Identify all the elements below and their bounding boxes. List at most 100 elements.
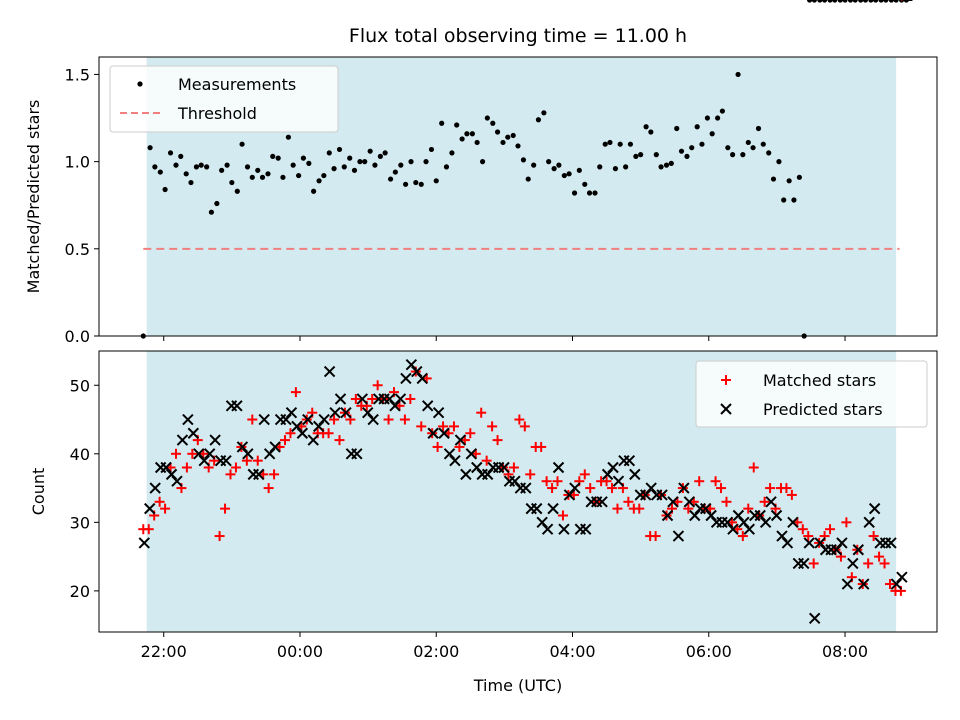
measurement-point xyxy=(255,167,261,173)
bottom-y-tick-label: 20 xyxy=(70,582,90,601)
measurement-point xyxy=(541,110,547,116)
measurement-point xyxy=(837,0,843,3)
top-legend: Measurements Threshold xyxy=(109,65,339,133)
measurement-point xyxy=(285,134,292,140)
measurement-point xyxy=(551,166,557,172)
measurement-point xyxy=(750,145,756,151)
predicted-star-point xyxy=(323,365,336,378)
matched-star-point xyxy=(808,558,819,569)
predicted-star-point xyxy=(187,427,200,439)
top-marks xyxy=(140,0,909,339)
measurement-point xyxy=(699,141,705,147)
top-y-axis-label: Matched/Predicted stars xyxy=(24,100,43,294)
measurement-point xyxy=(439,120,445,126)
bottom-y-ticks: 20 30 40 50 xyxy=(70,376,99,601)
matched-star-point xyxy=(525,469,536,480)
predicted-star-point xyxy=(356,393,369,405)
measurement-point xyxy=(638,152,644,158)
measurement-point xyxy=(730,152,736,158)
measurement-point xyxy=(781,197,787,203)
measurement-point xyxy=(224,162,230,168)
measurement-point xyxy=(418,181,424,187)
measurement-point xyxy=(571,190,578,196)
measurement-point xyxy=(490,120,496,126)
top-axes-frame xyxy=(98,56,938,337)
predicted-star-point xyxy=(285,406,298,419)
predicted-star-point xyxy=(770,509,783,522)
bottom-x-ticks: 22:00 00:00 02:00 04:00 06:00 08:00 xyxy=(141,632,868,661)
predicted-star-point xyxy=(852,544,864,556)
matched-star-point xyxy=(454,441,465,452)
predicted-star-point xyxy=(759,516,772,529)
measurement-point xyxy=(259,174,266,180)
legend-threshold-label: Threshold xyxy=(177,104,257,123)
matched-star-point xyxy=(841,517,852,528)
measurement-point xyxy=(157,169,163,175)
measurement-point xyxy=(387,176,394,182)
measurement-point xyxy=(617,141,623,147)
matched-star-point xyxy=(710,476,721,487)
measurement-point xyxy=(806,0,813,3)
measurement-point xyxy=(633,153,639,159)
matched-star-point xyxy=(879,558,890,569)
measurement-point xyxy=(811,0,817,3)
matched-star-point xyxy=(323,428,334,439)
measurement-point xyxy=(275,155,281,161)
measurement-point xyxy=(306,160,312,166)
predicted-star-point xyxy=(329,406,341,419)
measurement-point xyxy=(219,167,225,173)
predicted-star-point xyxy=(138,537,150,549)
measurement-point xyxy=(188,179,194,186)
predicted-star-point xyxy=(552,461,565,474)
measurement-point xyxy=(878,0,884,3)
measurement-point xyxy=(239,141,245,147)
measurement-point xyxy=(147,145,153,151)
matched-star-point xyxy=(884,579,895,590)
measurement-point xyxy=(249,174,255,180)
matched-star-point xyxy=(438,421,449,432)
top-panel: 0.0 0.5 1.0 1.5 Matched/Predicted stars Mea… xyxy=(24,0,938,346)
matched-star-point xyxy=(536,441,547,452)
predicted-star-point xyxy=(318,413,330,426)
matched-star-point xyxy=(269,469,280,480)
predicted-star-point xyxy=(798,557,810,570)
measurement-point xyxy=(796,174,802,180)
matched-star-point xyxy=(585,483,596,494)
measurement-point xyxy=(162,186,168,193)
measurement-point xyxy=(561,172,567,179)
measurement-point xyxy=(873,0,879,3)
matched-star-point xyxy=(557,510,568,521)
matched-star-point xyxy=(476,407,487,418)
predicted-star-point xyxy=(449,454,461,467)
matched-star-point xyxy=(334,435,345,446)
matched-star-point xyxy=(230,462,241,473)
measurement-point xyxy=(745,139,751,146)
measurement-point xyxy=(586,190,593,196)
predicted-star-point xyxy=(421,400,434,412)
matched-star-point xyxy=(247,414,258,425)
measurement-point xyxy=(208,209,215,215)
predicted-star-point xyxy=(438,427,450,439)
matched-star-point xyxy=(487,421,498,432)
measurement-point xyxy=(382,150,388,156)
predicted-star-point xyxy=(743,523,755,535)
legend-cross-glyph xyxy=(720,403,732,415)
x-axis-label: Time (UTC) xyxy=(473,676,562,695)
predicted-star-point xyxy=(678,482,690,494)
measurement-point xyxy=(464,131,470,137)
measurement-point xyxy=(331,166,337,172)
predicted-star-point xyxy=(307,434,319,446)
measurement-point xyxy=(265,171,271,177)
predicted-star-point xyxy=(520,482,532,494)
measurement-point xyxy=(316,178,322,184)
x-tick-label: 04:00 xyxy=(549,642,595,661)
matched-star-point xyxy=(285,428,296,439)
predicted-star-point xyxy=(808,612,821,624)
predicted-star-point xyxy=(885,537,897,549)
matched-star-point xyxy=(716,483,727,494)
matched-star-point xyxy=(187,448,198,459)
measurement-point xyxy=(351,167,358,173)
predicted-star-point xyxy=(144,502,156,515)
measurement-point xyxy=(300,155,306,161)
